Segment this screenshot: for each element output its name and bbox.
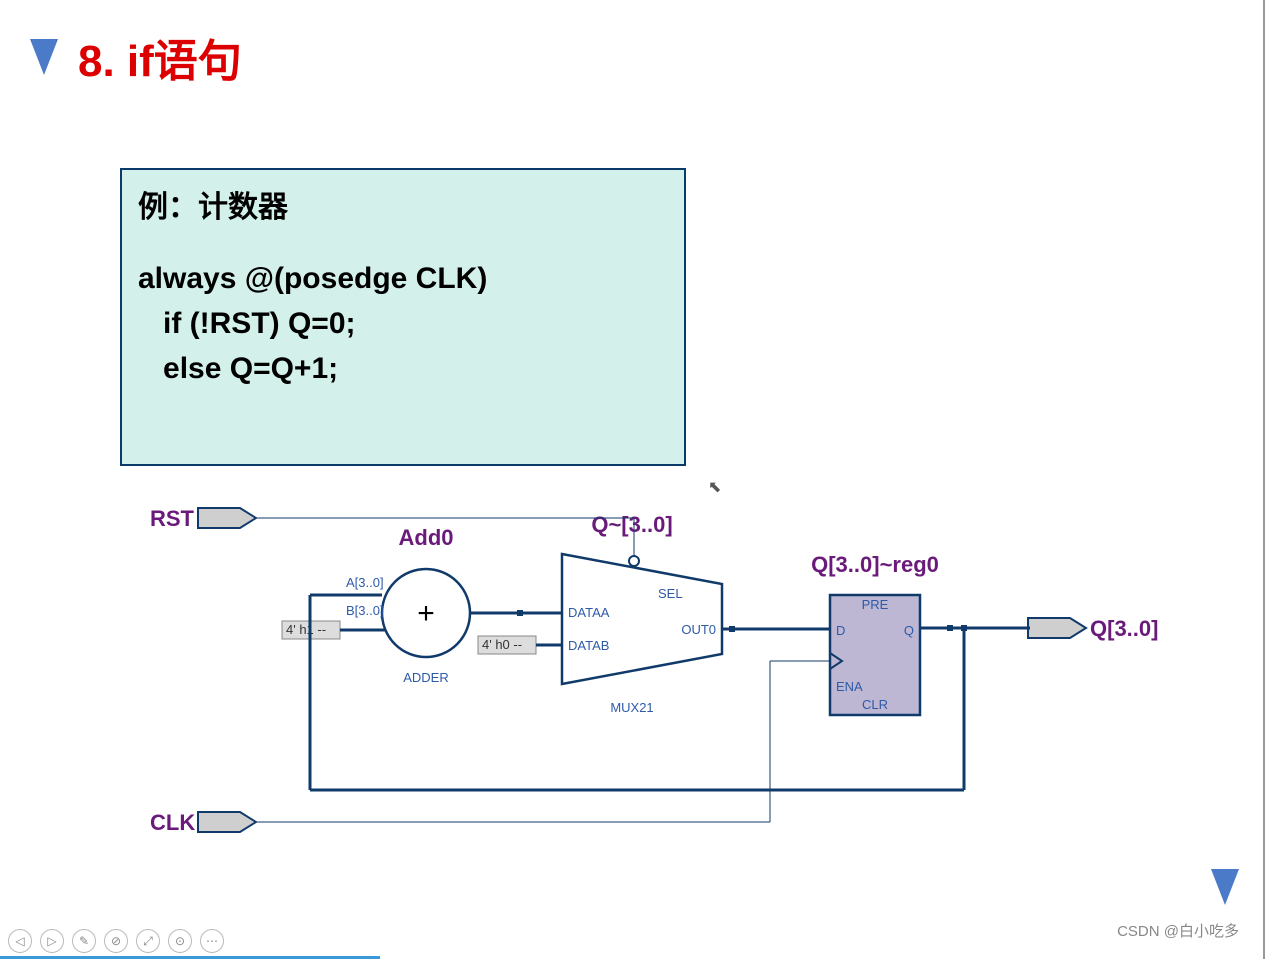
toolbar-btn-1[interactable]: ▷: [40, 929, 64, 953]
mux-const: 4' h0 --: [482, 637, 522, 652]
codebox-header: 例：计数器: [138, 182, 668, 226]
toolbar-btn-5[interactable]: ⊙: [168, 929, 192, 953]
viewer-toolbar: ◁ ▷ ✎ ⊘ ⤢ ⊙ ⋯: [8, 929, 224, 953]
slide-title: 8. if语句: [78, 25, 242, 89]
toolbar-btn-0[interactable]: ◁: [8, 929, 32, 953]
mux-title: Q~[3..0]: [591, 512, 672, 537]
adder-sub: ADDER: [403, 670, 449, 685]
reg-pre: PRE: [862, 597, 889, 612]
port-rst-label: RST: [150, 506, 195, 531]
toolbar-btn-3[interactable]: ⊘: [104, 929, 128, 953]
port-q-label: Q[3..0]: [1090, 616, 1158, 641]
mux-datab: DATAB: [568, 638, 609, 653]
cursor-icon: ⬉: [708, 480, 721, 496]
title-marker-icon: [30, 39, 58, 75]
code-example-box: 例：计数器 always @(posedge CLK) if (!RST) Q=…: [120, 168, 686, 466]
reg-q: Q: [904, 623, 914, 638]
mux-out: OUT0: [681, 622, 716, 637]
reg-d: D: [836, 623, 845, 638]
mux-sub: MUX21: [610, 700, 653, 715]
watermark-text: CSDN @白小吃多: [1117, 920, 1239, 941]
toolbar-btn-6[interactable]: ⋯: [200, 929, 224, 953]
toolbar-btn-4[interactable]: ⤢: [136, 929, 160, 953]
mux-sel: SEL: [658, 586, 683, 601]
adder-const: 4' h1 --: [286, 622, 326, 637]
reg-title: Q[3..0]~reg0: [811, 552, 939, 577]
adder-plus: +: [417, 597, 435, 630]
mux-dataa: DATAA: [568, 605, 610, 620]
reg-ena: ENA: [836, 679, 863, 694]
codebox-code: always @(posedge CLK) if (!RST) Q=0; els…: [138, 256, 668, 391]
corner-marker-icon: [1211, 869, 1239, 914]
toolbar-btn-2[interactable]: ✎: [72, 929, 96, 953]
port-clk-label: CLK: [150, 810, 195, 835]
adder-title: Add0: [399, 525, 454, 550]
reg-clr: CLR: [862, 697, 888, 712]
adder-pin-b: B[3..0]: [346, 603, 384, 618]
adder-pin-a: A[3..0]: [346, 575, 384, 590]
rtl-schematic-diagram: RST CLK Q[3..0] + Add0 ADDER A[3..0] B[3..0] 4' …: [130, 480, 1170, 860]
